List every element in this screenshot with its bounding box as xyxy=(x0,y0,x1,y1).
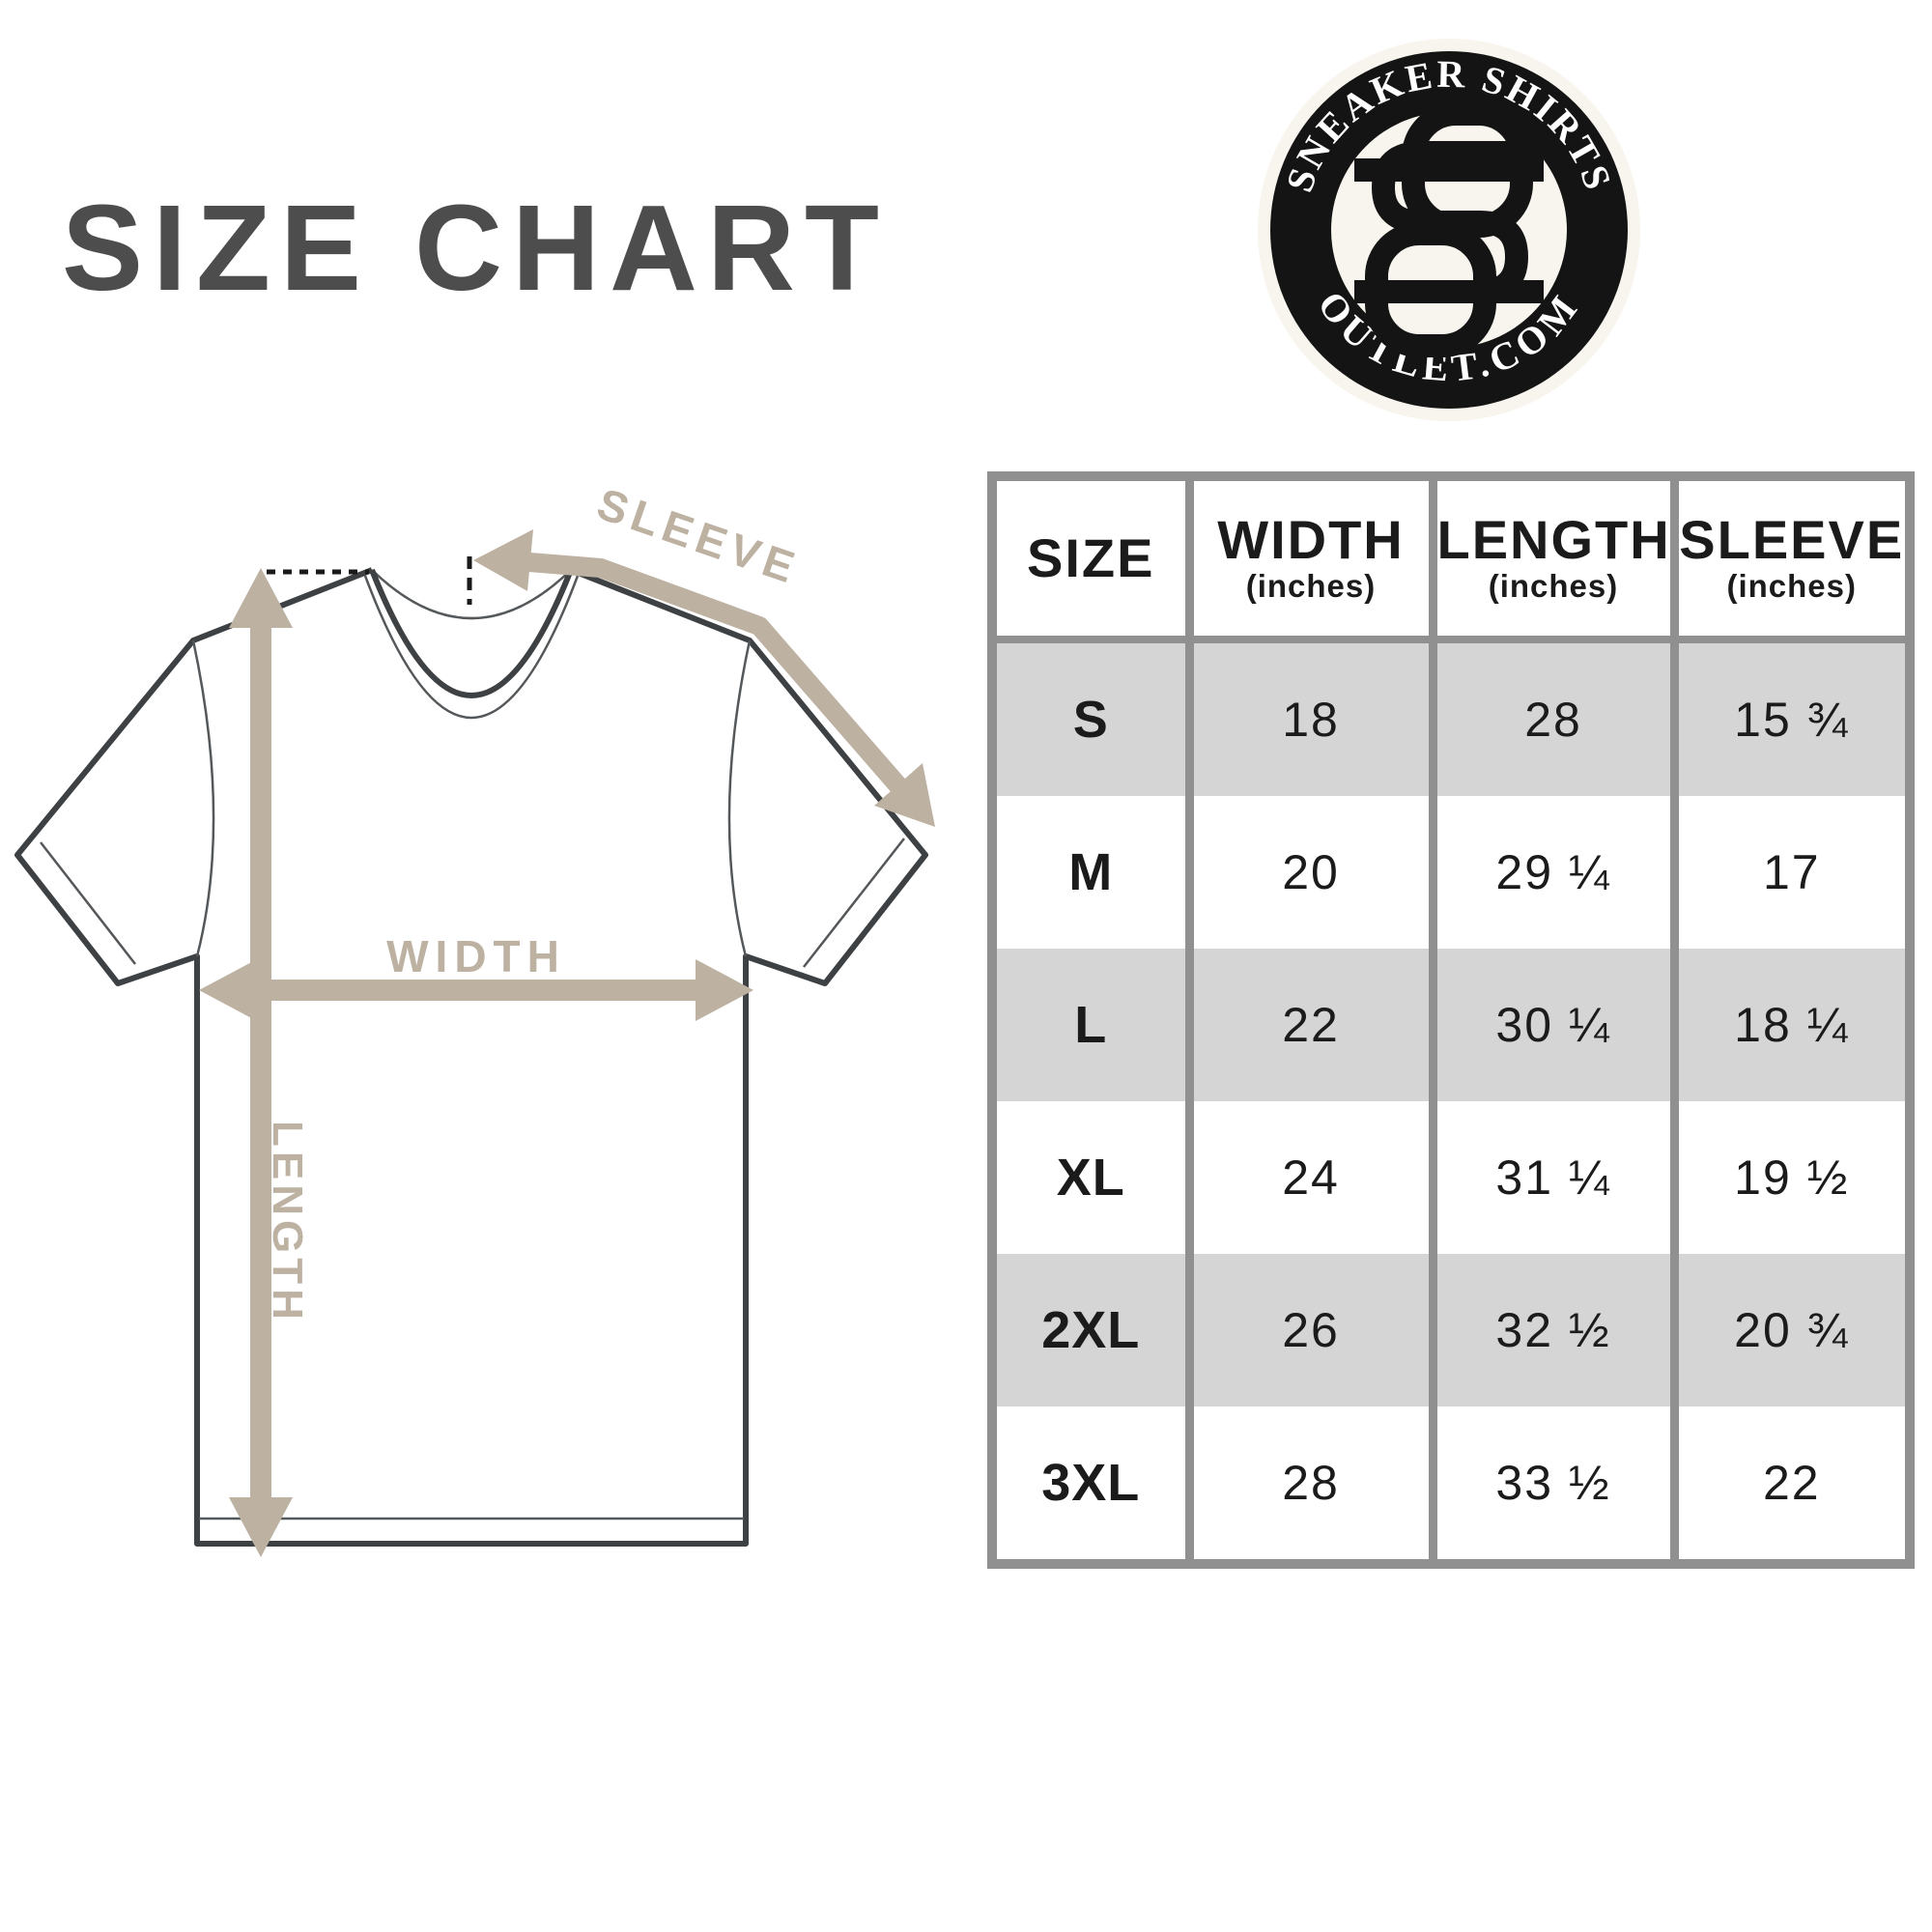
header-length: LENGTH (inches) xyxy=(1428,476,1674,643)
width-label: WIDTH xyxy=(386,931,566,981)
table-row-s: S 18 28 15 ¾ xyxy=(992,639,1910,796)
tshirt-measurement-diagram: SLEEVE WIDTH LENGTH xyxy=(14,478,935,1557)
length-value: 32 ½ xyxy=(1428,1254,1674,1406)
collar-outer-seam xyxy=(363,575,580,719)
table-row-l: L 22 30 ¼ 18 ¼ xyxy=(992,949,1910,1101)
sleeve-value: 18 ¼ xyxy=(1669,949,1910,1101)
table-row-xl: XL 24 31 ¼ 19 ½ xyxy=(992,1101,1910,1254)
sleeve-value: 15 ¾ xyxy=(1669,639,1910,796)
table-row-2xl: 2XL 26 32 ½ 20 ¾ xyxy=(992,1254,1910,1406)
size-label: XL xyxy=(1056,1149,1125,1207)
length-value: 28 xyxy=(1428,639,1674,796)
header-width: WIDTH (inches) xyxy=(1184,476,1433,643)
length-label: LENGTH xyxy=(264,1121,311,1324)
sleeve-arrow xyxy=(473,529,935,827)
page-title: SIZE CHART xyxy=(62,180,889,316)
left-cuff-stitch xyxy=(40,841,136,965)
width-value: 18 xyxy=(1184,639,1433,796)
width-value: 24 xyxy=(1184,1101,1433,1254)
sleeve-value: 19 ½ xyxy=(1669,1101,1910,1254)
collar-band xyxy=(369,568,574,698)
brand-logo: SNEAKER SHIRTS OUTLET.COM xyxy=(1258,39,1640,421)
size-label: M xyxy=(1068,843,1114,901)
width-value: 28 xyxy=(1184,1406,1433,1564)
width-value: 22 xyxy=(1184,949,1433,1101)
width-arrow xyxy=(199,959,753,1021)
tshirt-body-outline xyxy=(14,567,928,1547)
size-label: S xyxy=(992,639,1189,796)
size-table: SIZE WIDTH (inches) LENGTH (inches) SLEE… xyxy=(987,471,1915,1569)
size-label: 2XL xyxy=(992,1254,1189,1406)
left-sleeve-seam xyxy=(191,639,215,957)
logo-ss-monogram-icon xyxy=(1354,102,1544,357)
right-sleeve-seam xyxy=(727,639,752,957)
width-value: 20 xyxy=(1184,796,1433,949)
size-table-header: SIZE WIDTH (inches) LENGTH (inches) SLEE… xyxy=(992,476,1910,643)
size-label: L xyxy=(992,949,1189,1101)
length-arrow xyxy=(229,568,293,1557)
table-row-m: M 20 29 ¼ 17 xyxy=(992,796,1910,949)
sleeve-value: 22 xyxy=(1669,1406,1910,1564)
collar-inner-seam xyxy=(371,569,572,620)
header-size: SIZE xyxy=(992,476,1189,643)
width-value: 26 xyxy=(1184,1254,1433,1406)
right-cuff-stitch xyxy=(803,838,905,968)
header-sleeve: SLEEVE (inches) xyxy=(1669,476,1910,643)
length-value: 33 ½ xyxy=(1428,1406,1674,1564)
sleeve-value: 20 ¾ xyxy=(1669,1254,1910,1406)
size-label: 3XL xyxy=(1041,1454,1141,1512)
length-value: 31 ¼ xyxy=(1428,1101,1674,1254)
table-row-3xl: 3XL 28 33 ½ 22 xyxy=(992,1406,1910,1564)
sleeve-value: 17 xyxy=(1669,796,1910,949)
length-value: 30 ¼ xyxy=(1428,949,1674,1101)
length-value: 29 ¼ xyxy=(1428,796,1674,949)
